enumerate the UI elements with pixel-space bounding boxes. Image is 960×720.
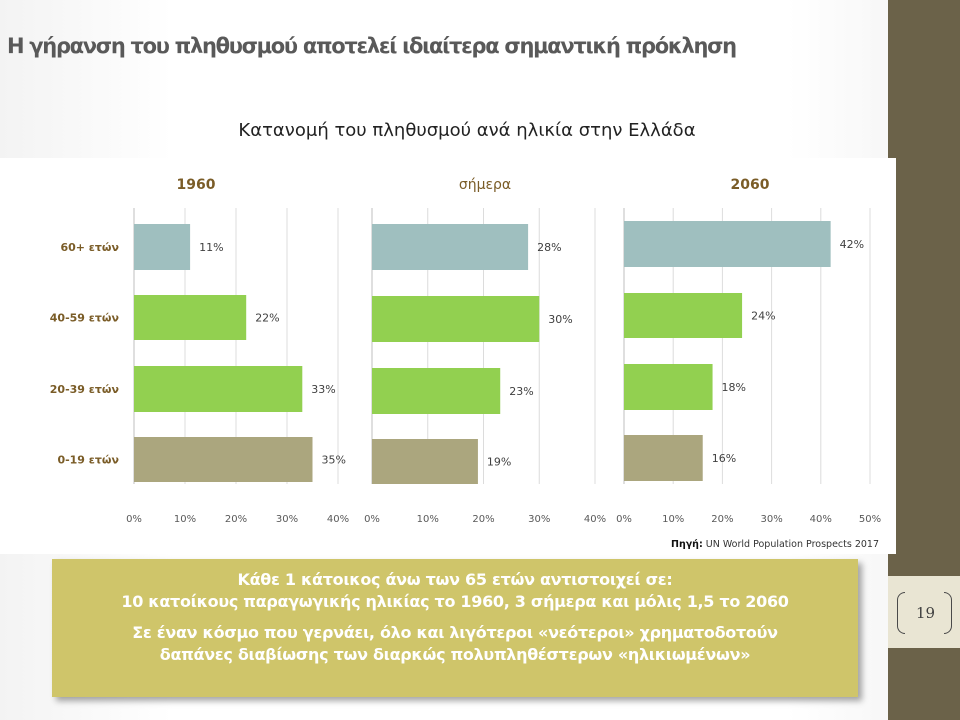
x-tick-label: 40% bbox=[810, 514, 832, 525]
x-tick-label: 0% bbox=[364, 514, 380, 525]
x-tick-label: 40% bbox=[327, 514, 349, 525]
info-box: Κάθε 1 κάτοικος άνω των 65 ετών αντιστοι… bbox=[52, 559, 858, 697]
chart-panel: Κατανομή του πληθυσμού ανά ηλικία στην Ε… bbox=[0, 120, 896, 554]
bar bbox=[624, 364, 713, 410]
bar bbox=[134, 295, 247, 340]
x-tick-label: 20% bbox=[711, 514, 733, 525]
source-label: Πηγή: bbox=[671, 539, 703, 550]
data-label: 33% bbox=[311, 383, 335, 396]
x-tick-label: 20% bbox=[225, 514, 247, 525]
category-label: 60+ ετών bbox=[60, 241, 119, 254]
data-label: 24% bbox=[751, 310, 775, 323]
page-number-box bbox=[888, 576, 960, 648]
x-tick-label: 0% bbox=[616, 514, 632, 525]
data-label: 30% bbox=[548, 313, 572, 326]
info-line-3: Σε έναν κόσμο που γερνάει, όλο και λιγότ… bbox=[132, 623, 778, 642]
category-label: 20-39 ετών bbox=[50, 383, 119, 396]
bar bbox=[372, 368, 501, 414]
bar bbox=[134, 224, 191, 270]
x-tick-label: 30% bbox=[528, 514, 550, 525]
x-tick-label: 50% bbox=[859, 514, 881, 525]
bar bbox=[372, 296, 540, 342]
data-label: 16% bbox=[712, 452, 736, 465]
data-label: 23% bbox=[509, 385, 533, 398]
bar bbox=[134, 437, 313, 482]
bar bbox=[134, 366, 303, 412]
bar bbox=[624, 221, 831, 267]
info-line-1: Κάθε 1 κάτοικος άνω των 65 ετών αντιστοι… bbox=[237, 570, 673, 589]
data-label: 35% bbox=[322, 454, 346, 467]
x-tick-label: 10% bbox=[417, 514, 439, 525]
category-label: 0-19 ετών bbox=[57, 454, 119, 467]
data-label: 18% bbox=[722, 381, 746, 394]
bar bbox=[624, 435, 703, 481]
data-label: 11% bbox=[199, 241, 223, 254]
info-line-2: 10 κατοίκους παραγωγικής ηλικίας το 1960… bbox=[121, 592, 789, 611]
panel-title-0: 1960 bbox=[177, 177, 216, 193]
x-tick-label: 30% bbox=[276, 514, 298, 525]
bar bbox=[624, 293, 743, 338]
panel-title-2: 2060 bbox=[731, 177, 770, 193]
info-line-4: δαπάνες διαβίωσης των διαρκώς πολυπληθέσ… bbox=[159, 645, 751, 664]
x-tick-label: 20% bbox=[472, 514, 494, 525]
slide-title: Η γήρανση του πληθυσμού αποτελεί ιδιαίτε… bbox=[7, 34, 737, 58]
x-tick-label: 10% bbox=[174, 514, 196, 525]
x-tick-label: 10% bbox=[662, 514, 684, 525]
age-distribution-chart: Κατανομή του πληθυσμού ανά ηλικία στην Ε… bbox=[50, 120, 881, 525]
x-tick-label: 30% bbox=[760, 514, 782, 525]
x-tick-label: 0% bbox=[126, 514, 142, 525]
source-note: Πηγή: UN World Population Prospects 2017 bbox=[671, 539, 879, 550]
x-tick-label: 40% bbox=[584, 514, 606, 525]
data-label: 22% bbox=[255, 312, 279, 325]
chart-title: Κατανομή του πληθυσμού ανά ηλικία στην Ε… bbox=[238, 120, 695, 141]
bar bbox=[372, 224, 529, 270]
source-text: UN World Population Prospects 2017 bbox=[702, 539, 880, 550]
data-label: 19% bbox=[487, 456, 511, 469]
bar bbox=[372, 439, 478, 484]
page-number: 19 bbox=[915, 604, 936, 622]
panel-title-1: σήμερα bbox=[459, 177, 511, 193]
data-label: 28% bbox=[537, 241, 561, 254]
category-label: 40-59 ετών bbox=[50, 312, 119, 325]
data-label: 42% bbox=[840, 238, 864, 251]
